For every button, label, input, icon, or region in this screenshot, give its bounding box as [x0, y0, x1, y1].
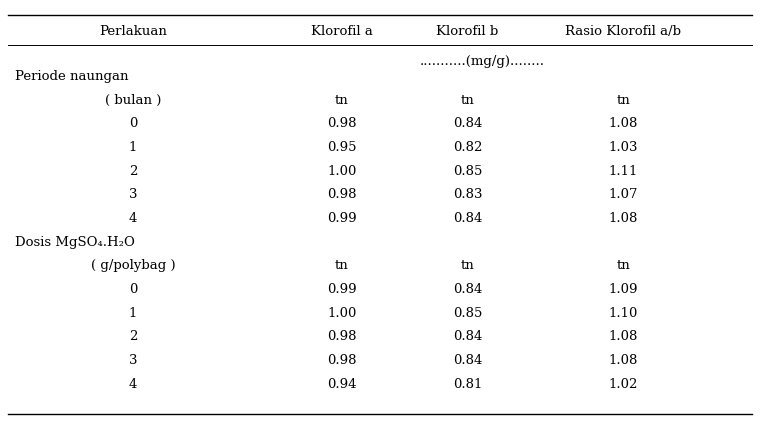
Text: Dosis MgSO₄.H₂O: Dosis MgSO₄.H₂O	[15, 236, 135, 249]
Text: 1.02: 1.02	[609, 377, 638, 391]
Text: 1.07: 1.07	[609, 188, 638, 201]
Text: ...........(mg/g)........: ...........(mg/g)........	[420, 55, 545, 68]
Text: ( g/polybag ): ( g/polybag )	[90, 259, 176, 272]
Text: Klorofil b: Klorofil b	[436, 26, 499, 38]
Text: tn: tn	[461, 259, 474, 272]
Text: 0: 0	[128, 283, 138, 296]
Text: 0.84: 0.84	[453, 354, 482, 367]
Text: 1: 1	[128, 141, 138, 154]
Text: 0.84: 0.84	[453, 330, 482, 343]
Text: 0.98: 0.98	[328, 330, 356, 343]
Text: 0.95: 0.95	[328, 141, 356, 154]
Text: 4: 4	[128, 212, 138, 225]
Text: 1.09: 1.09	[609, 283, 638, 296]
Text: 0.98: 0.98	[328, 118, 356, 130]
Text: 0.84: 0.84	[453, 118, 482, 130]
Text: 0.99: 0.99	[328, 283, 356, 296]
Text: Perlakuan: Perlakuan	[99, 26, 167, 38]
Text: 1.10: 1.10	[609, 307, 638, 320]
Text: tn: tn	[335, 259, 349, 272]
Text: 2: 2	[128, 165, 138, 178]
Text: 1.03: 1.03	[609, 141, 638, 154]
Text: 0: 0	[128, 118, 138, 130]
Text: tn: tn	[616, 94, 630, 107]
Text: 1.11: 1.11	[609, 165, 638, 178]
Text: 3: 3	[128, 354, 138, 367]
Text: 0.83: 0.83	[453, 188, 482, 201]
Text: tn: tn	[335, 94, 349, 107]
Text: 0.94: 0.94	[328, 377, 356, 391]
Text: Periode naungan: Periode naungan	[15, 70, 128, 83]
Text: 0.81: 0.81	[453, 377, 482, 391]
Text: 1: 1	[128, 307, 138, 320]
Text: 0.85: 0.85	[453, 165, 482, 178]
Text: Rasio Klorofil a/b: Rasio Klorofil a/b	[565, 26, 681, 38]
Text: 0.98: 0.98	[328, 188, 356, 201]
Text: Klorofil a: Klorofil a	[311, 26, 373, 38]
Text: 0.84: 0.84	[453, 283, 482, 296]
Text: 0.98: 0.98	[328, 354, 356, 367]
Text: 1.00: 1.00	[328, 165, 356, 178]
Text: 1.08: 1.08	[609, 212, 638, 225]
Text: 3: 3	[128, 188, 138, 201]
Text: 1.00: 1.00	[328, 307, 356, 320]
Text: ( bulan ): ( bulan )	[105, 94, 161, 107]
Text: 1.08: 1.08	[609, 330, 638, 343]
Text: 1.08: 1.08	[609, 354, 638, 367]
Text: 0.85: 0.85	[453, 307, 482, 320]
Text: 0.84: 0.84	[453, 212, 482, 225]
Text: 1.08: 1.08	[609, 118, 638, 130]
Text: 4: 4	[128, 377, 138, 391]
Text: tn: tn	[616, 259, 630, 272]
Text: 2: 2	[128, 330, 138, 343]
Text: 0.99: 0.99	[328, 212, 356, 225]
Text: 0.82: 0.82	[453, 141, 482, 154]
Text: tn: tn	[461, 94, 474, 107]
